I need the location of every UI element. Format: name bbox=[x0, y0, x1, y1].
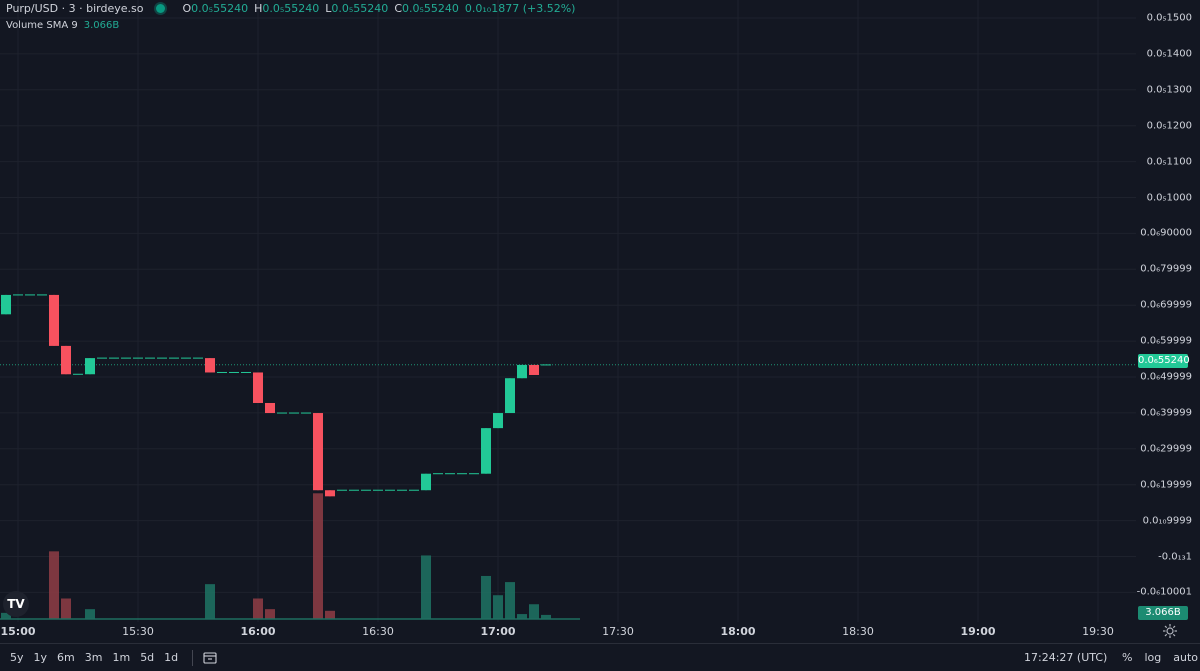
range-5d-button[interactable]: 5d bbox=[140, 651, 155, 664]
auto-scale-toggle[interactable]: auto bbox=[1173, 651, 1198, 664]
volume-bar bbox=[541, 614, 551, 619]
date-range-icon[interactable] bbox=[203, 651, 217, 665]
range-6m-button[interactable]: 6m bbox=[57, 651, 75, 664]
current-volume-tag: 3.066B bbox=[1138, 606, 1188, 620]
time-axis-label: 17:00 bbox=[480, 625, 516, 638]
candle-body bbox=[61, 345, 71, 375]
price-axis-label: 0.0₆90000 bbox=[1140, 227, 1192, 239]
price-axis-label: 0.0₅1500 bbox=[1146, 12, 1192, 24]
candle-body bbox=[49, 294, 59, 346]
candle-body bbox=[325, 490, 335, 497]
volume-bar bbox=[493, 595, 503, 619]
time-axis-label: 16:30 bbox=[362, 625, 394, 638]
legend-open-value: 0.0₅55240 bbox=[191, 2, 249, 15]
volume-bar bbox=[529, 604, 539, 619]
price-axis-label: 0.0₅1100 bbox=[1146, 156, 1192, 168]
legend-open-label: O bbox=[182, 2, 192, 15]
price-axis-label: 0.0₅1000 bbox=[1146, 192, 1192, 203]
legend-change: 0.0₁₀1877 (+3.52%) bbox=[464, 2, 576, 15]
time-axis[interactable]: 15:00 15:30 16:00 16:30 17:00 17:30 18:00 18:30… bbox=[0, 622, 1136, 640]
legend-symbol[interactable]: Purp/USD · 3 · birdeye.so bbox=[6, 2, 144, 15]
volume-bar bbox=[481, 575, 491, 619]
bottom-toolbar: 5y 1y 6m 3m 1m 5d 1d 17:24:27 (UTC) % lo… bbox=[0, 643, 1200, 671]
price-axis-label: 0.0₆29999 bbox=[1140, 443, 1192, 455]
time-axis-label: 19:30 bbox=[1082, 625, 1114, 638]
volume-bar bbox=[505, 582, 515, 619]
volume-bar bbox=[205, 584, 215, 619]
candle-body bbox=[205, 358, 215, 373]
settings-gear-icon[interactable] bbox=[1162, 623, 1178, 639]
chart-legend: Purp/USD · 3 · birdeye.so O 0.0₅55240 H 0.… bbox=[6, 2, 575, 15]
candlestick-chart[interactable] bbox=[0, 0, 1136, 622]
candle-body bbox=[517, 364, 527, 379]
legend-low-label: L bbox=[325, 2, 332, 15]
time-axis-label: 18:30 bbox=[842, 625, 874, 638]
time-axis-label: 15:00 bbox=[0, 625, 36, 638]
price-axis-label: 0.0₅1200 bbox=[1146, 120, 1192, 132]
legend-close-label: C bbox=[394, 2, 402, 15]
current-price-tag: 0.0₆55240 bbox=[1138, 354, 1190, 368]
legend-high-value: 0.0₅55240 bbox=[262, 2, 320, 15]
time-axis-label: 17:30 bbox=[602, 625, 634, 638]
volume-bar bbox=[253, 598, 263, 619]
candle-body bbox=[505, 378, 515, 414]
candle-body bbox=[253, 372, 263, 403]
candle-body bbox=[493, 413, 503, 429]
range-5y-button[interactable]: 5y bbox=[10, 651, 24, 664]
range-1m-button[interactable]: 1m bbox=[112, 651, 131, 664]
price-axis-label: 0.0₅1400 bbox=[1146, 48, 1192, 60]
candle-body bbox=[421, 473, 431, 491]
candle-body bbox=[481, 428, 491, 474]
candle-body bbox=[313, 413, 323, 491]
price-axis-label: -0.0₁₃1 bbox=[1158, 551, 1192, 562]
range-3m-button[interactable]: 3m bbox=[84, 651, 103, 664]
legend-high-label: H bbox=[254, 2, 263, 15]
volume-bar bbox=[1, 612, 11, 619]
legend-close-value: 0.0₅55240 bbox=[402, 2, 459, 15]
volume-legend-value: 3.066B bbox=[83, 20, 120, 31]
percent-scale-toggle[interactable]: % bbox=[1122, 651, 1133, 664]
utc-clock[interactable]: 17:24:27 (UTC) bbox=[1024, 651, 1108, 664]
toolbar-divider bbox=[192, 649, 194, 666]
price-axis-label: 0.0₅1300 bbox=[1146, 84, 1192, 96]
price-axis-label: -0.0₆10001 bbox=[1136, 586, 1192, 598]
range-1d-button[interactable]: 1d bbox=[164, 651, 179, 664]
price-axis[interactable]: 0.0₅1500 0.0₅1400 0.0₅1300 0.0₅1200 0.0₅1100… bbox=[1136, 0, 1200, 625]
price-axis-label: 0.0₆39999 bbox=[1140, 407, 1192, 419]
time-axis-label: 16:00 bbox=[240, 625, 276, 638]
volume-legend[interactable]: Volume SMA 9 3.066B bbox=[6, 20, 119, 31]
candle-body bbox=[265, 402, 275, 414]
volume-legend-label: Volume SMA 9 bbox=[6, 20, 78, 31]
tradingview-logo-icon[interactable]: TV bbox=[3, 591, 29, 617]
volume-bar bbox=[517, 614, 527, 619]
price-axis-label: 0.0₆19999 bbox=[1140, 479, 1192, 491]
legend-low-value: 0.0₅55240 bbox=[331, 2, 389, 15]
price-axis-label: 0.0₁₀9999 bbox=[1142, 515, 1192, 527]
volume-bar bbox=[325, 610, 335, 619]
volume-bar bbox=[265, 609, 275, 619]
market-status-icon bbox=[155, 4, 165, 13]
volume-bar bbox=[85, 609, 95, 619]
candle-body bbox=[85, 358, 95, 375]
price-axis-label: 0.0₆59999 bbox=[1140, 335, 1192, 347]
price-axis-label: 0.0₆79999 bbox=[1140, 263, 1192, 275]
log-scale-toggle[interactable]: log bbox=[1144, 651, 1162, 664]
time-axis-label: 15:30 bbox=[122, 625, 154, 638]
axis-options: % log auto bbox=[1122, 651, 1200, 664]
volume-bar bbox=[313, 493, 323, 619]
volume-bar bbox=[61, 598, 71, 619]
price-axis-label: 0.0₆69999 bbox=[1140, 299, 1192, 311]
time-axis-label: 18:00 bbox=[720, 625, 756, 638]
candle-body bbox=[529, 364, 539, 375]
range-1y-button[interactable]: 1y bbox=[33, 651, 48, 664]
volume-bar bbox=[49, 551, 59, 619]
time-axis-label: 19:00 bbox=[960, 625, 996, 638]
candle-body bbox=[1, 294, 11, 315]
volume-bar bbox=[421, 555, 431, 619]
price-axis-label: 0.0₆49999 bbox=[1140, 371, 1192, 383]
